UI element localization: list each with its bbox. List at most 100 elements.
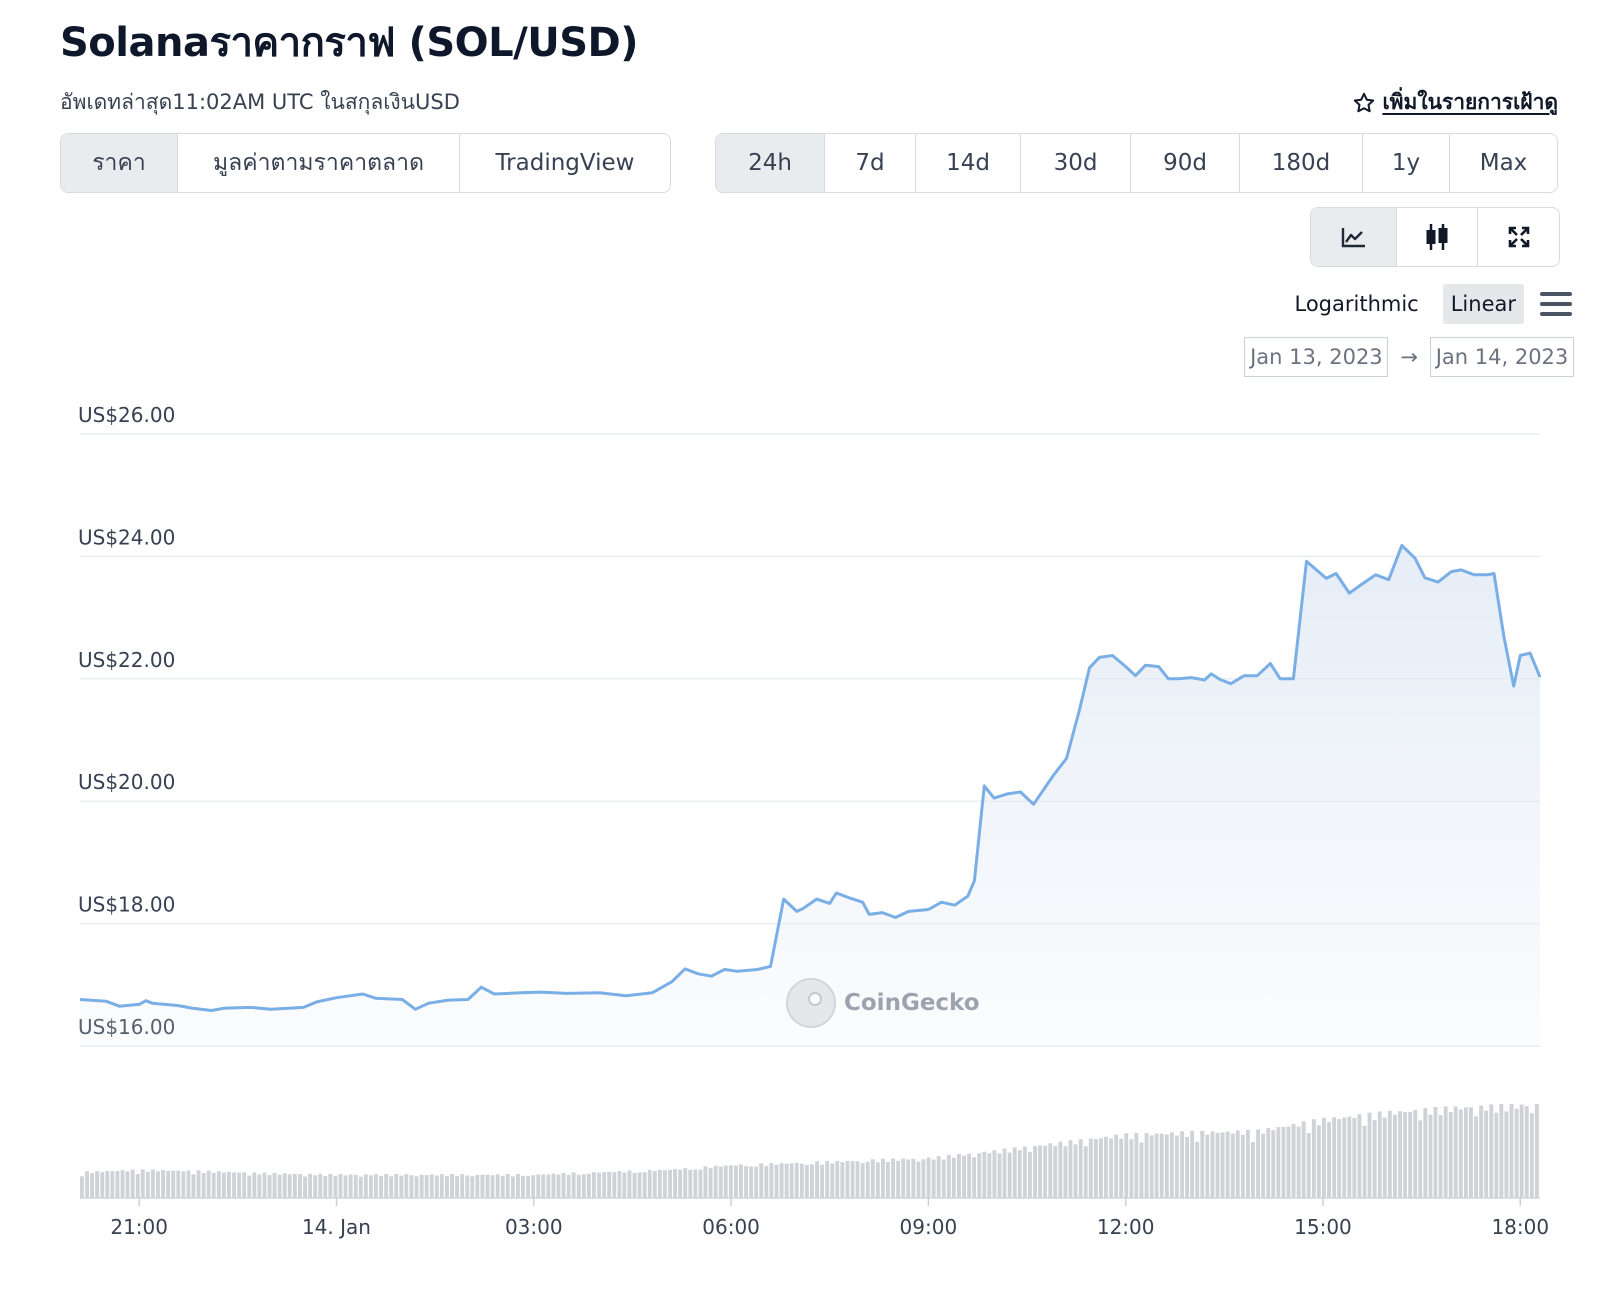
volume-bar xyxy=(242,1172,247,1198)
volume-bar xyxy=(632,1172,637,1198)
volume-bar xyxy=(728,1165,733,1198)
volume-bar xyxy=(870,1159,875,1198)
period-1y[interactable]: 1y xyxy=(1363,134,1450,192)
tab-market-cap[interactable]: มูลค่าตามราคาตลาด xyxy=(178,134,460,192)
period-24h[interactable]: 24h xyxy=(716,134,825,192)
tab-tradingview[interactable]: TradingView xyxy=(460,134,670,192)
volume-bar xyxy=(1129,1139,1134,1198)
period-24h-label: 24h xyxy=(748,150,792,176)
volume-bar xyxy=(414,1176,419,1198)
volume-bar xyxy=(1464,1107,1468,1198)
volume-bar xyxy=(936,1156,941,1198)
fullscreen-button[interactable] xyxy=(1478,208,1559,266)
volume-bar xyxy=(1007,1152,1012,1198)
period-30d[interactable]: 30d xyxy=(1021,134,1131,192)
volume-bar xyxy=(434,1175,439,1198)
star-icon xyxy=(1354,92,1375,112)
hamburger-menu-icon[interactable] xyxy=(1540,292,1572,316)
volume-bar xyxy=(1175,1135,1179,1198)
volume-bar xyxy=(80,1176,84,1198)
volume-bar xyxy=(1083,1146,1088,1198)
volume-bar xyxy=(1240,1134,1245,1198)
fullscreen-icon xyxy=(1508,226,1529,248)
volume-bar xyxy=(521,1175,525,1198)
volume-bar xyxy=(987,1153,992,1198)
volume-bar xyxy=(1311,1119,1316,1198)
volume-bar xyxy=(749,1166,754,1198)
volume-bar xyxy=(490,1175,495,1198)
volume-bar xyxy=(597,1172,601,1198)
volume-bar xyxy=(166,1170,171,1198)
volume-bar xyxy=(794,1162,799,1198)
volume-bar xyxy=(967,1153,972,1198)
linear-option[interactable]: Linear xyxy=(1442,284,1524,324)
y-tick-label: US$22.00 xyxy=(78,648,175,672)
volume-bar xyxy=(561,1173,566,1198)
volume-bar xyxy=(754,1166,759,1198)
volume-bar xyxy=(85,1171,89,1198)
volume-bar xyxy=(292,1173,297,1198)
price-area xyxy=(80,545,1540,1046)
volume-bar xyxy=(551,1173,556,1198)
tab-market-cap-label: มูลค่าตามราคาตลาด xyxy=(212,150,425,176)
volume-bar xyxy=(298,1174,302,1198)
volume-bar xyxy=(657,1169,662,1198)
volume-bar xyxy=(439,1174,444,1198)
volume-bar xyxy=(404,1174,409,1198)
volume-bar xyxy=(734,1165,738,1198)
volume-bar xyxy=(171,1170,176,1198)
add-to-watchlist-link[interactable]: เพิ่มในรายการเฝ้าดู xyxy=(1352,86,1558,119)
volume-bar xyxy=(379,1175,383,1198)
volume-bar xyxy=(120,1170,125,1198)
price-chart[interactable]: US$26.00 US$24.00 US$22.00 US$20.00 US$18.00… xyxy=(0,380,1600,1270)
volume-bar xyxy=(891,1158,895,1198)
logarithmic-option[interactable]: Logarithmic xyxy=(1294,292,1419,316)
volume-bar xyxy=(221,1172,226,1198)
period-180d[interactable]: 180d xyxy=(1240,134,1363,192)
volume-bar xyxy=(247,1175,252,1198)
period-7d[interactable]: 7d xyxy=(825,134,916,192)
volume-bar xyxy=(1469,1107,1473,1198)
volume-bar xyxy=(1357,1114,1362,1198)
volume-bar xyxy=(1220,1132,1225,1198)
volume-bar xyxy=(308,1173,312,1198)
volume-bar xyxy=(1403,1112,1407,1198)
coingecko-watermark: CoinGecko xyxy=(786,978,980,1028)
volume-bar xyxy=(115,1171,120,1198)
volume-bar xyxy=(1306,1133,1311,1198)
volume-bar xyxy=(1322,1117,1326,1198)
volume-bar xyxy=(921,1159,926,1198)
x-tick-label: 03:00 xyxy=(505,1215,563,1239)
volume-bar xyxy=(1382,1117,1387,1198)
volume-bar xyxy=(652,1171,657,1198)
volume-bar xyxy=(1519,1104,1524,1198)
volume-bar xyxy=(698,1169,703,1198)
volume-bar xyxy=(130,1169,135,1198)
tab-price-label: ราคา xyxy=(92,150,146,176)
volume-bar xyxy=(338,1174,343,1198)
volume-bar xyxy=(581,1174,586,1198)
tab-price[interactable]: ราคา xyxy=(61,134,178,192)
volume-bar xyxy=(592,1172,596,1198)
volume-bar xyxy=(1124,1133,1129,1198)
volume-bar xyxy=(845,1160,850,1198)
line-chart-button[interactable] xyxy=(1311,208,1397,266)
volume-bar xyxy=(1088,1138,1093,1198)
volume-bar xyxy=(227,1171,231,1198)
y-tick-label: US$24.00 xyxy=(78,525,175,549)
volume-bar xyxy=(886,1162,890,1198)
volume-bar xyxy=(424,1175,429,1198)
volume-bar xyxy=(531,1175,536,1198)
volume-bar xyxy=(683,1167,688,1198)
date-to-input[interactable] xyxy=(1430,337,1574,377)
period-max[interactable]: Max xyxy=(1450,134,1557,192)
period-90d[interactable]: 90d xyxy=(1131,134,1240,192)
volume-bar xyxy=(865,1161,870,1198)
volume-bar xyxy=(718,1166,723,1198)
period-90d-label: 90d xyxy=(1163,150,1207,176)
volume-bar xyxy=(1169,1132,1174,1198)
period-14d[interactable]: 14d xyxy=(916,134,1021,192)
candlestick-button[interactable] xyxy=(1397,208,1478,266)
volume-bar xyxy=(1215,1132,1220,1198)
date-from-input[interactable] xyxy=(1244,337,1389,377)
